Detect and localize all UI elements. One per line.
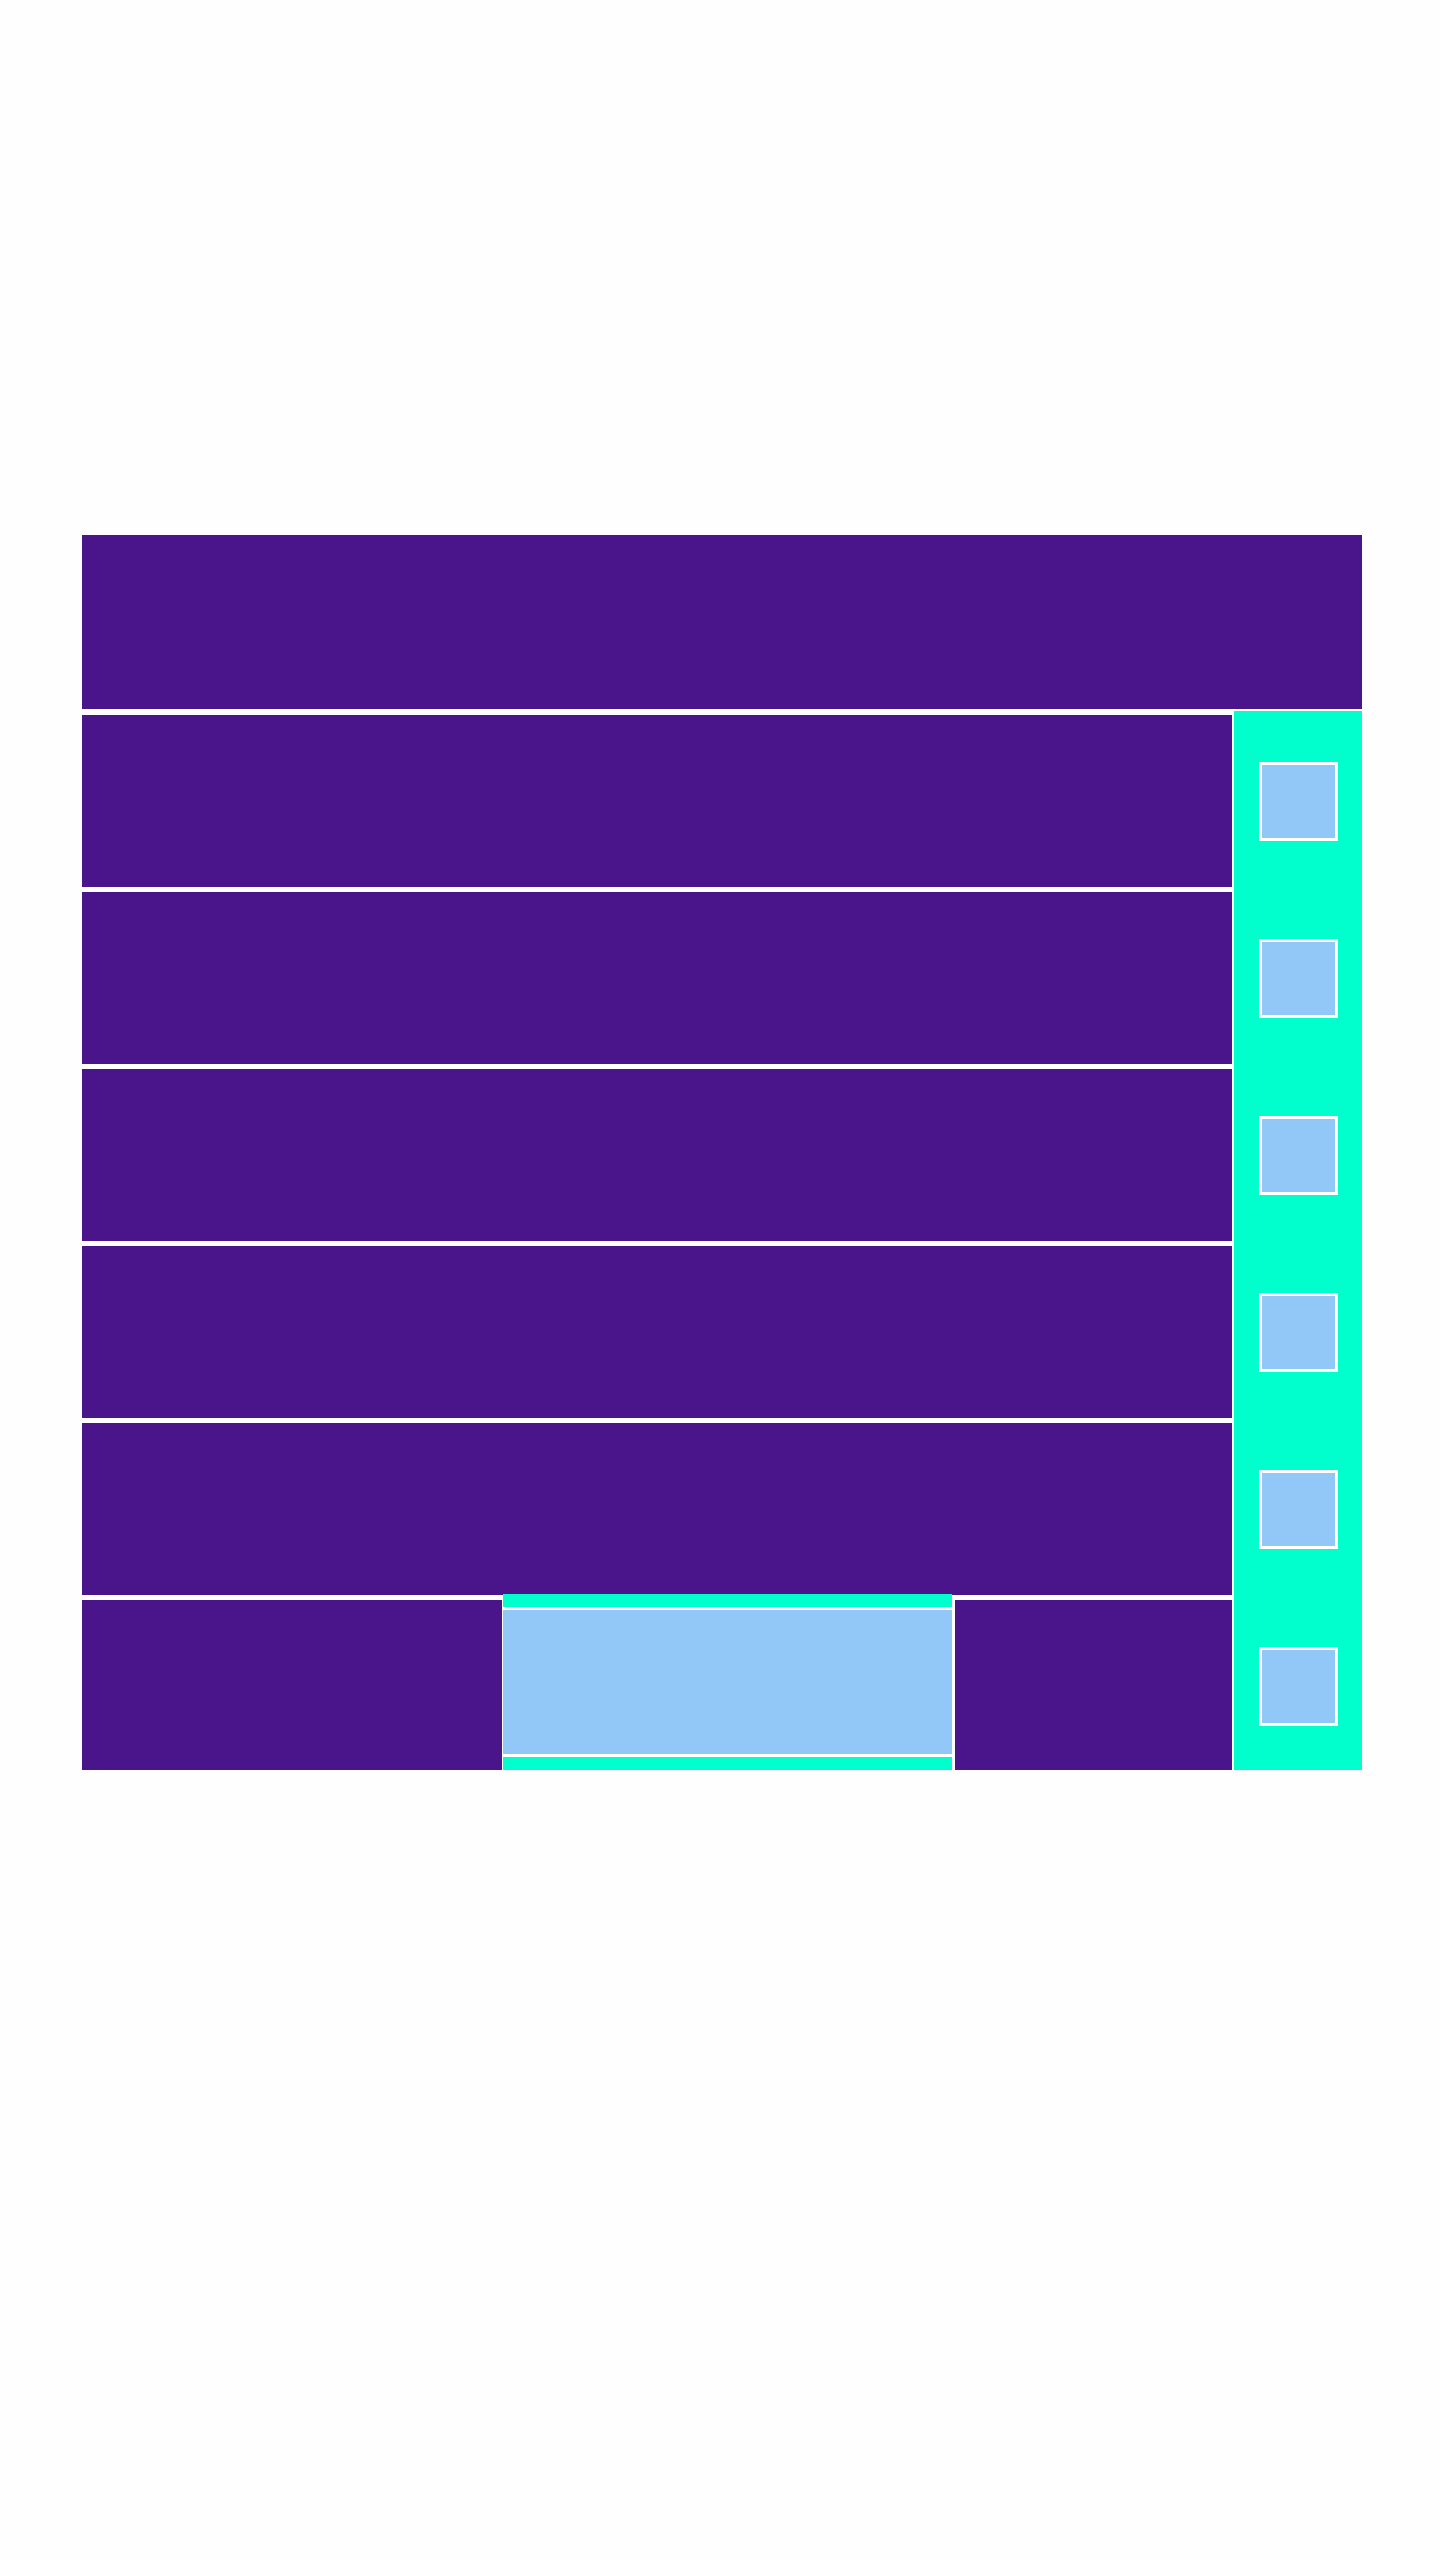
list-row[interactable] bbox=[82, 715, 1232, 887]
row-action-button[interactable] bbox=[1259, 939, 1338, 1018]
list-row[interactable] bbox=[82, 1069, 1232, 1241]
row-action-button[interactable] bbox=[1259, 762, 1338, 841]
footer-side-button[interactable] bbox=[1259, 1647, 1338, 1726]
row-action-button[interactable] bbox=[1259, 1293, 1338, 1372]
list-row[interactable] bbox=[82, 1246, 1232, 1418]
side-action-column bbox=[1234, 711, 1362, 1770]
main-panel bbox=[82, 535, 1362, 1770]
footer-right-cell bbox=[955, 1600, 1232, 1770]
list-row[interactable] bbox=[82, 892, 1232, 1064]
footer-center-button[interactable] bbox=[503, 1607, 952, 1757]
row-action-button[interactable] bbox=[1259, 1470, 1338, 1549]
row-action-button[interactable] bbox=[1259, 1116, 1338, 1195]
list-row[interactable] bbox=[82, 1423, 1232, 1595]
footer-left-cell bbox=[82, 1600, 502, 1770]
header-bar bbox=[82, 535, 1362, 709]
footer-center-cell bbox=[503, 1594, 952, 1770]
